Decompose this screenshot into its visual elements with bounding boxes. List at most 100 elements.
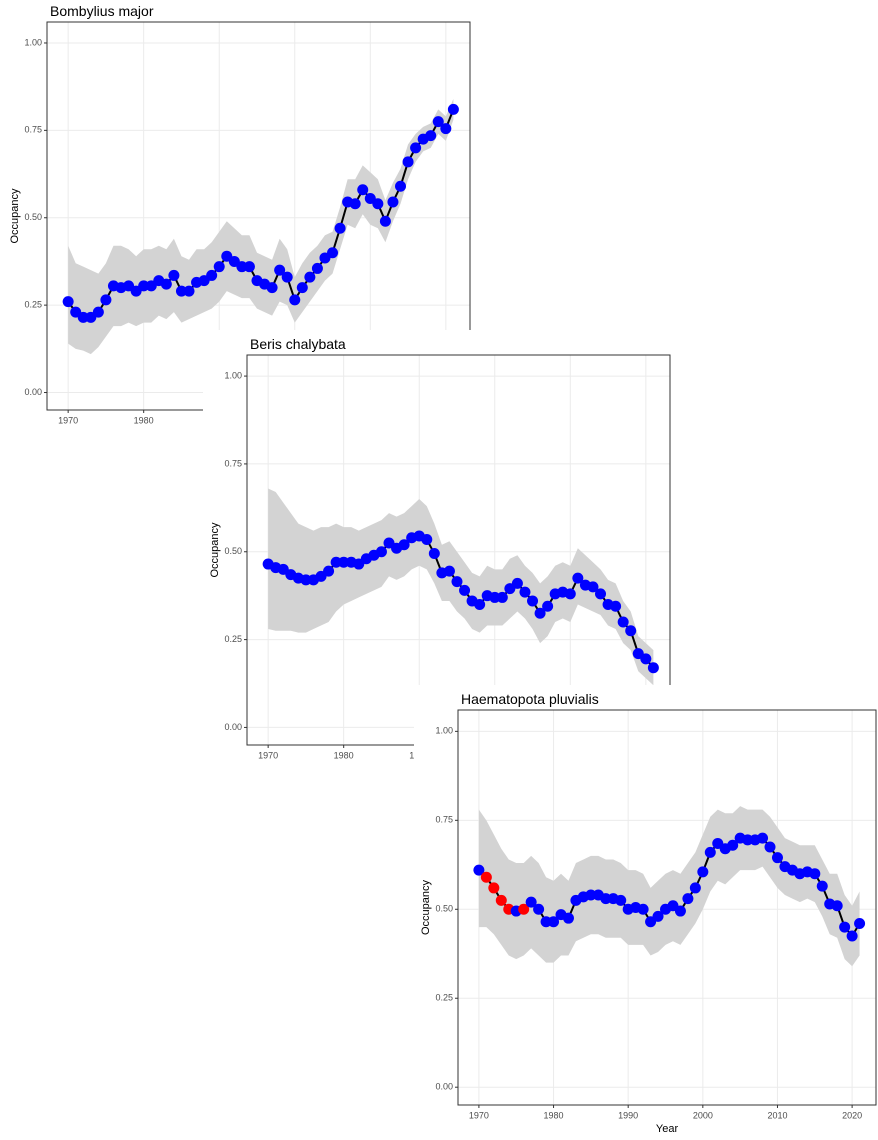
y-tick-label: 0.00 [24,387,42,397]
y-tick-label: 0.75 [224,458,242,468]
data-point [533,903,545,915]
data-point [379,215,391,227]
x-tick-label: 2000 [693,1110,713,1120]
data-point [440,123,452,135]
y-tick-label: 1.00 [435,726,453,736]
data-point [243,261,255,273]
data-point [548,916,560,928]
data-point [311,262,323,274]
data-point [213,261,225,273]
data-point [534,607,546,619]
data-point [138,280,150,292]
data-point [451,576,463,588]
data-point [372,198,384,210]
data-point [757,832,769,844]
data-point [289,294,301,306]
data-point [375,546,387,558]
confidence-band [478,806,860,967]
data-point [447,103,459,115]
data-point [77,311,89,323]
chart-title: Beris chalybata [250,336,346,352]
data-point [764,841,776,853]
chart-panel: Haematopota pluvialis 0.00 0.25 0.50 0.75 1.0… [414,685,878,1140]
data-point [647,662,659,674]
data-point [480,871,492,883]
data-point [175,285,187,297]
data-point [727,839,739,851]
data-point [459,584,471,596]
data-point [489,591,501,603]
x-tick-label: 1980 [134,415,154,425]
data-point [637,903,649,915]
data-point [674,905,686,917]
data-point [697,866,709,878]
data-point [398,539,410,551]
data-point [771,852,783,864]
data-point [330,556,342,568]
data-point [100,294,112,306]
data-point [564,588,576,600]
y-tick-label: 0.25 [224,634,242,644]
data-point [410,142,422,154]
data-point [421,533,433,545]
data-point [323,565,335,577]
data-point [816,880,828,892]
data-point [511,577,523,589]
data-point [846,930,858,942]
data-point [428,548,440,560]
data-point [562,912,574,924]
data-point [488,882,500,894]
y-tick-label: 1.00 [224,370,242,380]
data-point [296,282,308,294]
data-point [395,180,407,192]
x-tick-label: 1970 [469,1110,489,1120]
data-point [402,156,414,168]
x-tick-label: 2010 [767,1110,787,1120]
data-point [304,271,316,283]
data-point [432,116,444,128]
chart-title: Haematopota pluvialis [461,691,599,707]
data-point [617,616,629,628]
chart-title: Bombylius major [50,3,154,19]
data-point [831,900,843,912]
y-tick-label: 0.00 [435,1082,453,1092]
data-point [610,600,622,612]
data-point [387,196,399,208]
data-point [443,565,455,577]
data-point [183,285,195,297]
data-point [542,600,554,612]
confidence-band [68,98,454,355]
data-point [236,261,248,273]
data-point [168,269,180,281]
y-tick-label: 1.00 [24,37,42,47]
data-point [854,918,866,930]
data-point [496,591,508,603]
data-point [704,846,716,858]
y-tick-label: 0.75 [435,815,453,825]
data-point [349,198,361,210]
data-point [92,306,104,318]
data-point [327,247,339,259]
data-point [206,269,218,281]
data-point [266,282,278,294]
data-point [425,130,437,142]
x-tick-label: 1970 [258,750,278,760]
data-point [809,868,821,880]
y-axis-title: Occupancy [420,879,432,935]
data-point [525,896,537,908]
data-point [274,264,286,276]
data-point [334,222,346,234]
x-tick-label: 1970 [58,415,78,425]
data-point [595,588,607,600]
y-tick-label: 0.75 [24,125,42,135]
x-tick-label: 1980 [334,750,354,760]
data-point [62,296,74,308]
data-point [615,894,627,906]
data-point [300,574,312,586]
x-tick-label: 2020 [842,1110,862,1120]
data-point [527,595,539,607]
data-point [587,581,599,593]
y-tick-label: 0.50 [435,904,453,914]
